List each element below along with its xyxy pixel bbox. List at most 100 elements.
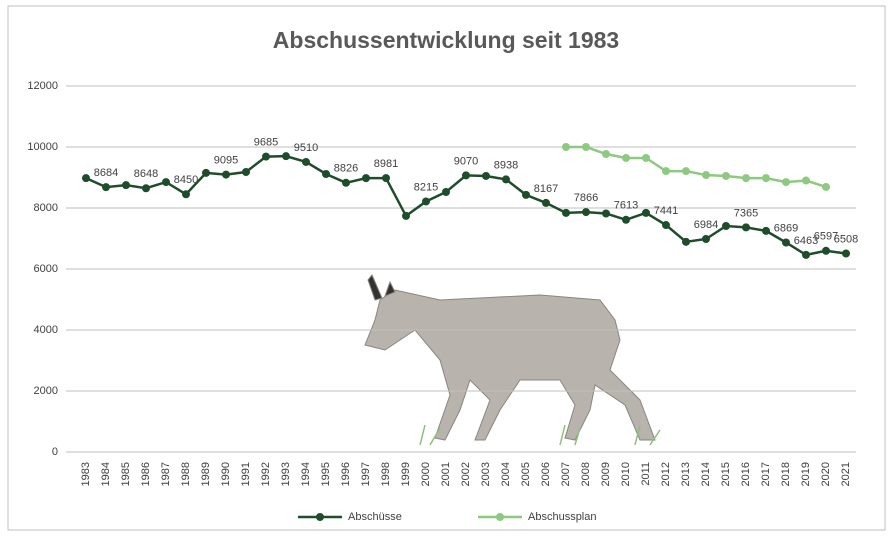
x-tick-label: 2008 [580,462,592,486]
data-point [502,175,510,184]
y-tick-label: 2000 [34,385,58,397]
data-point [562,143,570,151]
data-label: 7441 [654,205,678,217]
data-label: 8981 [374,158,398,170]
x-tick-label: 1995 [320,462,332,486]
x-tick-label: 2003 [480,462,492,486]
data-point [422,197,430,206]
x-tick-label: 1993 [280,462,292,486]
x-tick-label: 2019 [800,462,812,486]
data-point [382,174,390,183]
x-tick-label: 1990 [220,462,232,486]
x-tick-label: 1992 [260,462,272,486]
legend-label: Abschussplan [528,511,597,523]
x-tick-label: 2007 [560,462,572,486]
data-point [202,168,210,177]
data-point [642,153,650,162]
data-label: 8684 [94,167,118,179]
data-point [262,152,270,161]
legend-marker [496,513,504,521]
data-point [142,184,150,193]
data-label: 7613 [614,200,638,212]
data-point [622,215,630,224]
grass [419,424,661,446]
data-point [722,171,730,180]
x-tick-label: 2014 [700,462,712,486]
data-point [702,234,710,243]
x-tick-label: 2021 [840,462,852,486]
y-tick-label: 12000 [27,80,58,92]
data-point [322,169,330,178]
data-label: 9510 [294,142,318,154]
data-point [542,198,550,207]
data-point [282,152,290,161]
x-tick-label: 1986 [140,462,152,486]
data-label: 6508 [834,233,858,245]
data-point [702,171,710,180]
data-label: 9070 [454,155,478,167]
y-tick-label: 8000 [34,202,58,214]
data-label: 8167 [534,183,558,195]
data-point [462,171,470,180]
data-label: 9095 [214,155,238,167]
data-label: 7866 [574,192,598,204]
data-point [682,237,690,246]
data-point [622,153,630,162]
x-tick-label: 1994 [300,462,312,486]
data-point [742,174,750,183]
data-label: 8450 [174,174,198,186]
data-point [562,208,570,217]
data-point [682,167,690,176]
x-tick-label: 2016 [740,462,752,486]
legend-label: Abschüsse [348,511,402,523]
x-tick-label: 2009 [600,462,612,486]
data-point [662,167,670,176]
x-tick-label: 2011 [640,462,652,486]
y-tick-label: 0 [52,446,58,458]
x-tick-label: 1988 [180,462,192,486]
x-tick-label: 2015 [720,462,732,486]
data-label: 6984 [694,219,718,231]
x-tick-label: 1998 [380,462,392,486]
data-point [802,176,810,185]
data-point [222,170,230,179]
data-point [122,181,130,190]
data-point [742,223,750,232]
y-tick-label: 10000 [27,141,58,153]
data-point [402,211,410,220]
x-tick-label: 1985 [120,462,132,486]
data-label: 6463 [794,235,818,247]
data-point [822,246,830,255]
data-label: 8826 [334,163,358,175]
data-point [242,168,250,177]
data-label: 8215 [414,181,438,193]
x-tick-label: 1983 [80,462,92,486]
y-tick-label: 6000 [34,263,58,275]
data-label: 6597 [814,231,838,243]
data-point [602,209,610,218]
y-tick-label: 4000 [34,324,58,336]
data-point [762,174,770,183]
data-point [162,178,170,187]
x-tick-label: 1999 [400,462,412,486]
data-point [302,157,310,166]
chart-frame [7,5,886,531]
data-point [482,171,490,180]
data-point [802,250,810,259]
x-tick-label: 2020 [820,462,832,486]
legend-marker [316,513,324,521]
x-tick-label: 2000 [420,462,432,486]
x-tick-label: 1984 [100,462,112,486]
data-point [342,178,350,187]
data-point [582,143,590,151]
x-tick-label: 2002 [460,462,472,486]
data-point [762,226,770,235]
x-tick-label: 2013 [680,462,692,486]
data-point [102,183,110,192]
x-tick-label: 1997 [360,462,372,486]
data-point [582,208,590,217]
x-tick-label: 1987 [160,462,172,486]
x-tick-label: 1996 [340,462,352,486]
data-point [842,249,850,258]
data-label: 6869 [774,222,798,234]
